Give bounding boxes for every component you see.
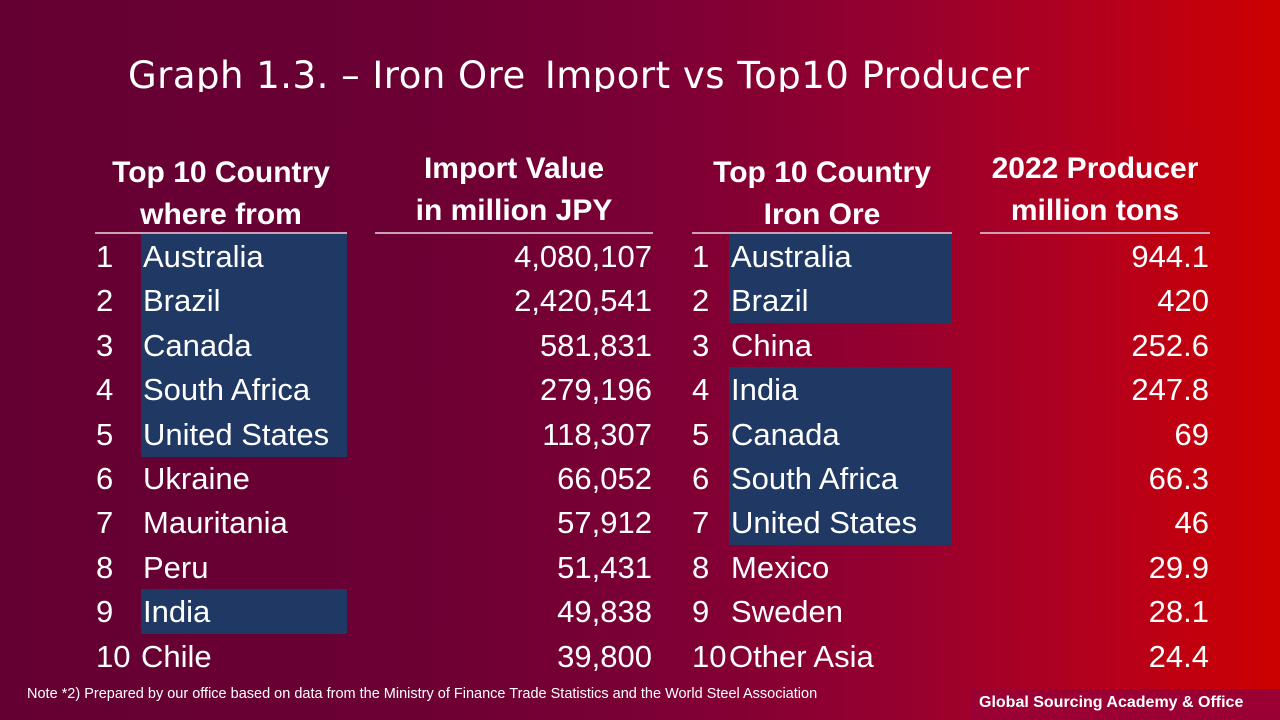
row-country: Canada — [143, 327, 252, 363]
row-country: South Africa — [731, 461, 899, 496]
row-country: India — [143, 594, 211, 630]
row-rank: 7 — [692, 505, 710, 541]
producer-value-divider — [980, 232, 1210, 234]
import-value-divider — [375, 232, 653, 234]
row-rank: 3 — [96, 327, 114, 363]
row-rank: 1 — [96, 239, 114, 274]
row-value: 66.3 — [1148, 461, 1209, 496]
import-value-header-line2: in million JPY — [415, 194, 613, 227]
row-value: 420 — [1157, 283, 1209, 319]
row-rank: 2 — [692, 283, 710, 319]
row-country: Brazil — [143, 283, 221, 319]
row-value: 69 — [1174, 416, 1209, 452]
row-value: 28.1 — [1148, 594, 1209, 630]
brand-band — [970, 689, 1280, 720]
row-country: Other Asia — [729, 638, 874, 674]
row-country: Mexico — [731, 549, 830, 585]
row-rank: 7 — [96, 505, 114, 541]
row-value: 46 — [1174, 505, 1209, 541]
row-value: 57,912 — [557, 505, 652, 541]
row-highlight — [729, 278, 952, 324]
producer-value-header: 2022 Producer million tons — [980, 148, 1210, 232]
row-rank: 5 — [692, 416, 710, 452]
row-country: Brazil — [731, 283, 809, 319]
title-container: Graph 1.3. – Iron Ore_Import vs Top10 Pr… — [0, 50, 1280, 92]
row-highlight — [729, 367, 952, 413]
row-rank: 6 — [96, 461, 114, 496]
page-title: Graph 1.3. – Iron Ore_Import vs Top10 Pr… — [128, 54, 1030, 92]
row-country: United States — [143, 416, 330, 452]
row-country: Mauritania — [143, 505, 288, 541]
row-highlight — [141, 411, 347, 457]
row-value: 279,196 — [539, 372, 652, 408]
row-highlight — [141, 367, 347, 413]
row-rank: 8 — [692, 549, 710, 585]
row-rank: 9 — [96, 594, 114, 630]
row-value: 118,307 — [542, 416, 652, 452]
row-value: 4,080,107 — [514, 239, 652, 274]
row-rank: 10 — [96, 638, 131, 674]
import-country-header-line2: where from — [140, 198, 302, 231]
row-rank: 9 — [692, 594, 710, 630]
row-country: China — [731, 327, 812, 363]
row-rank: 4 — [692, 372, 710, 408]
import-value-header: Import Value in million JPY — [375, 148, 653, 232]
row-rank: 6 — [692, 461, 710, 496]
row-highlight — [141, 234, 347, 279]
row-highlight — [141, 589, 347, 635]
row-highlight — [141, 322, 347, 368]
row-value: 49,838 — [557, 594, 652, 630]
row-value: 24.4 — [1148, 638, 1209, 674]
row-country: Peru — [143, 549, 209, 585]
producer-value-header-line1: 2022 Producer — [991, 152, 1199, 185]
import-country-header: Top 10 Country where from — [95, 152, 347, 236]
row-value: 2,420,541 — [514, 283, 652, 319]
import-value-header-line1: Import Value — [423, 152, 605, 185]
row-country: Australia — [731, 239, 852, 274]
row-rank: 4 — [96, 372, 114, 408]
row-value: 29.9 — [1148, 549, 1209, 585]
row-value: 39,800 — [557, 638, 652, 674]
row-value: 51,431 — [557, 549, 652, 585]
row-highlight — [729, 456, 952, 501]
row-country: Canada — [731, 416, 840, 452]
row-country: India — [731, 372, 799, 408]
row-country: United States — [731, 505, 918, 541]
row-value: 247.8 — [1131, 372, 1209, 408]
row-rank: 8 — [96, 549, 114, 585]
row-country: Sweden — [731, 594, 844, 630]
producer-country-header-line1: Top 10 Country — [713, 156, 931, 189]
producer-value-header-line2: million tons — [1010, 194, 1180, 227]
row-country: Ukraine — [143, 461, 250, 496]
import-country-divider — [95, 232, 347, 234]
row-value: 252.6 — [1131, 327, 1209, 363]
row-rank: 3 — [692, 327, 710, 363]
row-country: Australia — [143, 239, 264, 274]
row-highlight — [729, 500, 952, 546]
row-country: Chile — [141, 638, 212, 674]
row-value: 581,831 — [539, 327, 652, 363]
row-rank: 10 — [692, 638, 727, 674]
brand-label: Global Sourcing Academy & Office — [979, 694, 1244, 711]
source-note: Note *2) Prepared by our office based on… — [27, 686, 818, 702]
row-highlight — [729, 411, 952, 457]
row-highlight — [141, 278, 347, 324]
row-value: 66,052 — [557, 461, 652, 496]
row-rank: 5 — [96, 416, 114, 452]
producer-country-header: Top 10 Country Iron Ore — [692, 152, 952, 236]
row-highlight — [729, 234, 952, 279]
row-value: 944.1 — [1131, 239, 1209, 274]
row-country: South Africa — [143, 372, 311, 408]
producer-country-header-line2: Iron Ore — [763, 198, 881, 231]
row-rank: 2 — [96, 283, 114, 319]
row-rank: 1 — [692, 239, 710, 274]
import-country-header-line1: Top 10 Country — [112, 156, 330, 189]
producer-country-divider — [692, 232, 952, 234]
